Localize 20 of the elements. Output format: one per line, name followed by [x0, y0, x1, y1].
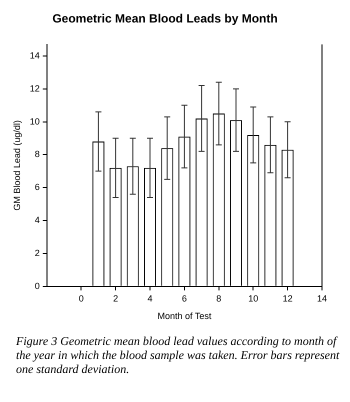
x-tick-label: 8 — [216, 293, 222, 304]
x-tick-label: 10 — [248, 293, 258, 304]
chart-title: Geometric Mean Blood Leads by Month — [52, 12, 278, 26]
y-axis-title: GM Blood Lead (ug/dl) — [12, 120, 22, 211]
x-tick-label: 6 — [182, 293, 187, 304]
y-tick-label: 2 — [34, 248, 40, 258]
y-tick-label: 6 — [34, 182, 40, 192]
x-tick-label: 14 — [316, 293, 328, 304]
y-tick-label: 4 — [34, 215, 40, 226]
y-tick-label: 12 — [30, 83, 40, 94]
y-tick-label: 14 — [30, 50, 40, 60]
y-tick-label: 8 — [34, 149, 40, 160]
x-tick-label: 4 — [148, 293, 153, 304]
x-tick-label: 2 — [113, 293, 118, 304]
caption: Figure 3 Geometric mean blood lead values according to month of the year in which the blood sample was taken. Error bars represent one standard deviation. — [15, 334, 340, 376]
y-tick-label: 10 — [30, 116, 40, 126]
x-tick-label: 0 — [78, 293, 84, 304]
x-axis-title: Month of Test — [157, 311, 212, 322]
x-tick-label: 12 — [282, 293, 293, 304]
y-tick-label: 0 — [34, 280, 40, 291]
